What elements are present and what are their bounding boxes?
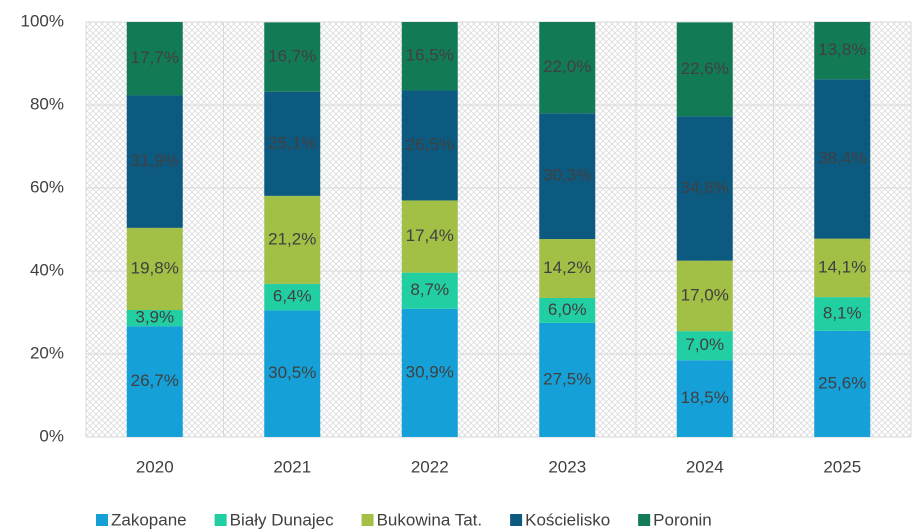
value-label: 3,9% [135, 308, 174, 327]
legend-swatch [214, 514, 227, 526]
bar-segment [401, 90, 458, 201]
x-tick-label: 2023 [548, 457, 586, 476]
value-label: 17,0% [681, 285, 729, 304]
bar-segment [401, 308, 458, 437]
x-tick-label: 2025 [823, 457, 861, 476]
bar-segment [539, 322, 596, 437]
bar-segment [264, 91, 321, 196]
legend-label: Zakopane [111, 510, 187, 529]
bar-segment [539, 297, 596, 323]
legend-label: Bukowina Tat. [377, 510, 483, 529]
value-label: 17,7% [131, 48, 179, 67]
value-label: 16,5% [406, 46, 454, 65]
y-tick-label: 80% [30, 94, 64, 113]
legend-swatch [361, 514, 374, 526]
value-label: 19,8% [131, 258, 179, 277]
value-label: 14,2% [543, 258, 591, 277]
bar-segment [539, 113, 596, 240]
legend-swatch [638, 514, 651, 526]
y-tick-label: 20% [30, 343, 64, 362]
x-tick-label: 2021 [273, 457, 311, 476]
legend-label: Biały Dunajec [230, 510, 334, 529]
value-label: 25,1% [268, 133, 316, 152]
value-label: 6,0% [548, 300, 587, 319]
legend-label: Kościelisko [525, 510, 610, 529]
value-label: 22,0% [543, 57, 591, 76]
bar-segment [126, 310, 183, 327]
bar-segment [126, 227, 183, 311]
bar-segment [814, 22, 871, 80]
value-label: 8,1% [823, 303, 862, 322]
value-label: 6,4% [273, 287, 312, 306]
bar-segment [676, 22, 733, 117]
value-label: 8,7% [410, 280, 449, 299]
bar-segment [264, 195, 321, 284]
value-label: 38,4% [818, 148, 866, 167]
bar-segment [539, 239, 596, 298]
bar-segment [401, 22, 458, 91]
bar-segment [401, 200, 458, 273]
value-label: 22,6% [681, 59, 729, 78]
legend-label: Poronin [653, 510, 712, 529]
legend-swatch [96, 514, 108, 526]
bar-segment [126, 22, 183, 96]
bar-segment [814, 79, 871, 239]
bar-segment [126, 95, 183, 228]
x-tick-label: 2020 [136, 457, 174, 476]
value-label: 30,3% [543, 166, 591, 185]
bar-segment [676, 260, 733, 332]
value-label: 18,5% [681, 388, 729, 407]
value-label: 34,8% [681, 178, 729, 197]
bar-segment [264, 310, 321, 437]
legend-swatch [510, 514, 523, 526]
bar-segment [539, 22, 596, 114]
value-label: 31,9% [131, 151, 179, 170]
y-tick-label: 0% [39, 426, 64, 445]
bar-segment [814, 297, 871, 331]
value-label: 27,5% [543, 369, 591, 388]
value-label: 25,6% [818, 373, 866, 392]
x-tick-label: 2024 [686, 457, 724, 476]
y-tick-label: 60% [30, 177, 64, 196]
y-tick-label: 40% [30, 260, 64, 279]
bar-segment [264, 283, 321, 311]
value-label: 7,0% [685, 335, 724, 354]
value-label: 30,9% [406, 362, 454, 381]
bar-segment [126, 326, 183, 437]
y-tick-label: 100% [21, 11, 64, 30]
bar-segment [264, 22, 321, 92]
x-tick-label: 2022 [411, 457, 449, 476]
value-label: 26,7% [131, 371, 179, 390]
bar-segment [676, 116, 733, 261]
value-label: 14,1% [818, 257, 866, 276]
value-label: 30,5% [268, 363, 316, 382]
value-label: 17,4% [406, 226, 454, 245]
value-label: 26,5% [406, 135, 454, 154]
bar-segment [676, 331, 733, 361]
value-label: 13,8% [818, 40, 866, 59]
bar-segment [814, 238, 871, 298]
bar-segment [676, 360, 733, 437]
bar-segment [814, 330, 871, 437]
value-label: 21,2% [268, 229, 316, 248]
bar-segment [401, 272, 458, 309]
value-label: 16,7% [268, 47, 316, 66]
